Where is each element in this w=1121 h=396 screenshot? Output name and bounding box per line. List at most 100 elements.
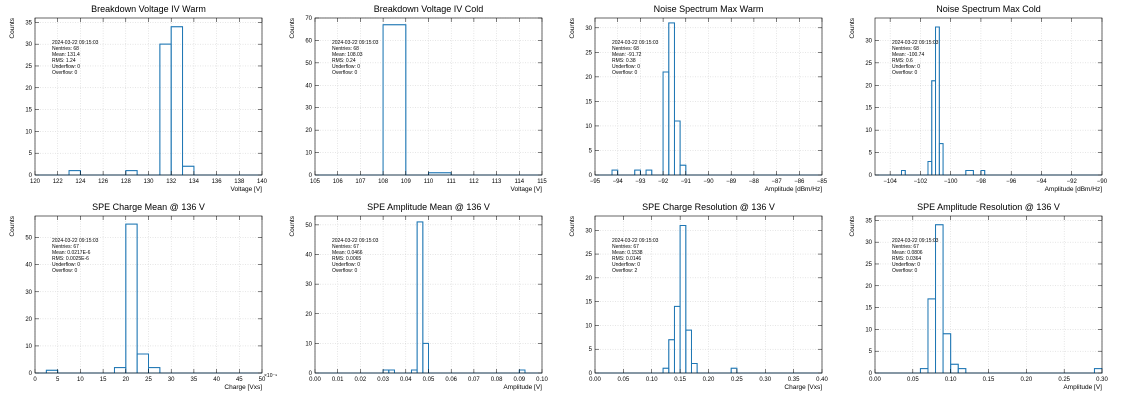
y-tick-label: 0 [869, 173, 873, 179]
histogram-panel: SPE Charge Resolution @ 136 V 0.00 0.05 0.1… [560, 198, 840, 396]
y-tick-label: 5 [869, 349, 873, 355]
stats-line: 2024-03-22 09:15:03 [52, 40, 99, 46]
stats-line: RMS: 1.24 [52, 58, 76, 64]
histogram-bin [634, 169, 641, 176]
histogram-bin [679, 225, 687, 374]
x-tick-label: 110 [424, 179, 434, 185]
x-tick-label: 0.00 [309, 377, 321, 383]
stats-line: Nentries: 67 [892, 244, 919, 250]
x-tick-label: −91 [681, 179, 692, 185]
stats-line: Overflow: 0 [892, 70, 918, 76]
stats-line: RMS: 0.0146 [612, 256, 641, 262]
x-tick-label: −92 [658, 179, 669, 185]
stats-line: Nentries: 67 [612, 244, 639, 250]
stats-line: Overflow: 0 [52, 268, 78, 274]
x-axis-label: Voltage [V] [511, 186, 543, 193]
x-tick-label: −98 [976, 179, 987, 185]
y-tick-label: 20 [25, 86, 32, 92]
y-axis-label: Counts [9, 17, 16, 38]
chart-title: Noise Spectrum Max Warm [654, 4, 764, 14]
y-tick-label: 10 [25, 129, 32, 135]
histogram-svg: Noise Spectrum Max Warm −95 −94 −93 −92 −91 −9… [569, 4, 828, 193]
y-tick-label: 0 [309, 371, 313, 377]
x-tick-label: −85 [817, 179, 828, 185]
y-tick-label: 15 [865, 306, 872, 312]
histogram-bin [730, 367, 738, 374]
x-tick-label: 0.02 [355, 377, 367, 383]
stats-line: Nentries: 68 [612, 46, 639, 52]
x-tick-label: 50 [259, 377, 266, 383]
stats-line: Nentries: 68 [52, 46, 79, 52]
x-tick-label: 115 [537, 179, 547, 185]
x-tick-label: 25 [145, 377, 152, 383]
y-tick-label: 15 [25, 108, 32, 114]
stats-line: Underflow: 0 [52, 64, 80, 70]
x-tick-label: 5 [56, 377, 60, 383]
y-tick-label: 40 [305, 83, 312, 89]
x-tick-label: 0.05 [618, 377, 630, 383]
chart-title: Breakdown Voltage IV Warm [91, 4, 206, 14]
histogram-panel: Noise Spectrum Max Warm −95 −94 −93 −92 −91 −9… [560, 0, 840, 198]
x-axis-label: Charge [Vxs] [784, 384, 822, 391]
stats-line: Overflow: 0 [52, 70, 78, 76]
y-tick-label: 0 [869, 371, 873, 377]
y-tick-label: 15 [585, 300, 592, 306]
x-axis-exponent: ×10⁻⁹ [264, 373, 277, 379]
x-tick-label: 108 [378, 179, 389, 185]
x-tick-label: 105 [310, 179, 321, 185]
histogram-panel: SPE Charge Mean @ 136 V 0 5 10 15 20 25 30 35 40 4… [0, 198, 280, 396]
x-tick-label: 0.30 [759, 377, 771, 383]
x-tick-label: 0.10 [945, 377, 957, 383]
x-tick-label: 132 [166, 179, 177, 185]
x-tick-label: 0.35 [788, 377, 800, 383]
y-tick-label: 50 [305, 223, 312, 229]
chart-title: SPE Charge Mean @ 136 V [92, 202, 205, 212]
x-tick-label: 136 [212, 179, 223, 185]
histogram-bin [170, 26, 183, 176]
y-tick-label: 0 [589, 173, 593, 179]
y-tick-label: 25 [25, 64, 32, 70]
y-tick-label: 40 [25, 263, 32, 269]
y-tick-label: 60 [305, 38, 312, 44]
histogram-bin [416, 221, 424, 374]
x-tick-label: 140 [257, 179, 268, 185]
chart-title: SPE Amplitude Resolution @ 136 V [917, 202, 1060, 212]
histogram-bin [68, 170, 81, 176]
histogram-bin [125, 223, 138, 374]
x-axis-label: Amplitude [V] [1063, 384, 1102, 391]
y-tick-label: 10 [865, 327, 872, 333]
x-tick-label: 0.20 [703, 377, 715, 383]
histogram-bin [920, 368, 929, 374]
x-tick-label: 0.25 [731, 377, 743, 383]
stats-line: Underflow: 0 [52, 262, 80, 268]
stats-line: RMS: 0.0025E-6 [52, 256, 89, 262]
y-tick-label: 20 [865, 83, 872, 89]
y-tick-label: 20 [305, 128, 312, 134]
histogram-bin [950, 363, 959, 374]
y-tick-label: 0 [309, 173, 313, 179]
histogram-bin [685, 329, 692, 374]
y-tick-label: 50 [25, 236, 32, 242]
y-axis-label: Counts [849, 17, 856, 38]
stats-line: Mean: 0.0217E-6 [52, 250, 91, 256]
y-tick-label: 70 [305, 16, 312, 22]
stats-line: 2024-03-22 09:15:03 [892, 238, 939, 244]
stats-line: Underflow: 0 [612, 64, 640, 70]
x-tick-label: 0.01 [332, 377, 344, 383]
x-tick-label: 20 [122, 377, 129, 383]
x-tick-label: 0.10 [646, 377, 658, 383]
histogram-panel: SPE Amplitude Resolution @ 136 V 0.00 0.05… [840, 198, 1120, 396]
y-tick-label: 0 [589, 371, 593, 377]
y-tick-label: 30 [25, 42, 32, 48]
histogram-svg: SPE Amplitude Resolution @ 136 V 0.00 0.05… [849, 202, 1108, 391]
histogram-bin [645, 169, 653, 176]
y-tick-label: 10 [305, 151, 312, 157]
chart-title: Breakdown Voltage IV Cold [374, 4, 484, 14]
x-tick-label: 122 [53, 179, 64, 185]
stats-line: Mean: 0.0806 [892, 250, 923, 256]
x-tick-label: 35 [191, 377, 198, 383]
y-tick-label: 20 [585, 75, 592, 81]
histogram-bin [931, 80, 936, 176]
stats-line: Mean: 0.1538 [612, 250, 643, 256]
